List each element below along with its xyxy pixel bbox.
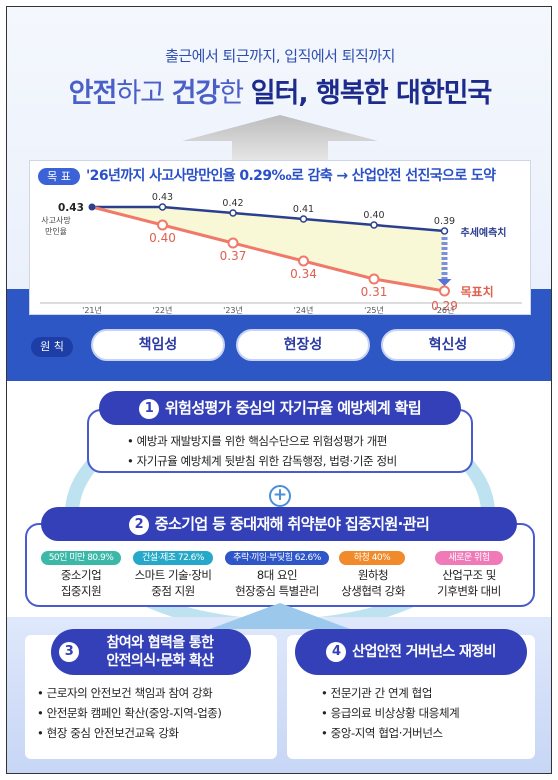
section2-item-line: 집중지원 <box>60 584 102 598</box>
section1-header: 1 위험성평가 중심의 자기규율 예방체계 확립 <box>99 391 461 425</box>
section3-bullets: 근로자의 안전보건 책임과 참여 강화 안전문화 캠페인 확산(중앙-지역-업종… <box>37 683 222 743</box>
down-arrow-icon <box>437 279 452 286</box>
x-tick-label: '22년 <box>153 305 173 315</box>
section1-bullet: 자기규율 예방체계 뒷받침 위한 감독행정, 법령·기준 정비 <box>127 451 398 471</box>
target-point <box>439 285 450 297</box>
target-point <box>227 237 239 249</box>
target-value-label: 0.31 <box>361 285 388 299</box>
x-tick-label: '21년 <box>82 305 102 315</box>
section2-item-line: 기후변화 대비 <box>437 584 501 598</box>
section2-number: 2 <box>128 515 149 535</box>
x-tick-label: '24년 <box>294 305 314 315</box>
section2-tag: 새로운 위험 <box>435 551 503 565</box>
section3-bullet: 현장 중심 안전보건교육 강화 <box>37 723 222 743</box>
chart-panel: 목 표 '26년까지 사고사망만인율 0.29‰로 감축 → 산업안전 선진국으… <box>29 160 531 315</box>
section4-bullet: 중앙-지역 협업·거버넌스 <box>321 723 459 743</box>
section2-tag: 건설·제조 72.6% <box>133 551 213 565</box>
section4-bullets: 전문기관 간 연계 협업 응급의료 비상상황 대응체계 중앙-지역 협업·거버넌… <box>321 683 460 743</box>
target-value-label: 0.29 <box>431 299 458 313</box>
goal-badge: 목 표 <box>38 168 80 185</box>
upward-arrow-icon <box>182 115 378 161</box>
section1-number: 1 <box>138 399 159 419</box>
main-title: 안전하고 건강한 일터, 행복한 대한민국 <box>7 71 551 110</box>
principle-innovation: 혁신성 <box>381 329 515 361</box>
section3-bullet: 안전문화 캠페인 확산(중앙-지역-업종) <box>37 703 222 723</box>
section2-item-line: 현장중심 특별관리 <box>235 584 319 598</box>
section4-bullet: 응급의료 비상상황 대응체계 <box>321 703 460 723</box>
series-name-trend: 추세예측치 <box>461 226 507 239</box>
infographic-frame: 출근에서 퇴근까지, 입직에서 퇴직까지 안전하고 건강한 일터, 행복한 대한… <box>6 6 552 774</box>
title-part-3: 건강 <box>171 78 221 109</box>
x-tick-label: '25년 <box>364 305 384 315</box>
series-name-target: 목표치 <box>461 284 494 299</box>
target-point <box>157 219 168 231</box>
trend-point <box>370 221 378 229</box>
section3-title-line: 안전의식·문화 확산 <box>106 653 214 669</box>
target-point <box>368 273 380 285</box>
section3-bullet: 근로자의 안전보건 책임과 참여 강화 <box>37 683 222 703</box>
plus-icon: + <box>269 485 291 507</box>
y-axis-label: 만인율 <box>45 226 67 236</box>
target-point <box>298 255 309 267</box>
section2-item-line: 산업구조 및 <box>442 568 496 582</box>
trend-point <box>440 227 449 235</box>
section1-title: 위험성평가 중심의 자기규율 예방체계 확립 <box>164 399 422 417</box>
trend-point <box>158 203 167 211</box>
principle-responsibility: 책임성 <box>91 329 225 361</box>
title-part-5: 일터, 행복한 대한민국 <box>250 78 493 109</box>
subtitle: 출근에서 퇴근까지, 입직에서 퇴직까지 <box>165 47 395 65</box>
trend-value-label: 0.40 <box>363 210 384 221</box>
section2-title: 중소기업 등 중대재해 취약분야 집중지원·관리 <box>154 515 430 533</box>
target-value-label: 0.34 <box>290 267 317 281</box>
target-value-label: 0.40 <box>149 231 176 245</box>
trend-line <box>92 205 445 233</box>
section4-header: 4 산업안전 거버넌스 재정비 <box>295 629 527 675</box>
section2-item-line: 원하청 <box>357 568 389 582</box>
section2-item-line: 상생협력 강화 <box>341 584 405 598</box>
trend-value-label: 0.41 <box>293 204 314 215</box>
x-tick-label: '26년 <box>435 305 455 315</box>
section3-title-line: 참여와 협력을 통한 <box>106 635 214 651</box>
section3-number: 3 <box>59 642 79 662</box>
title-part-2: 하고 <box>116 78 172 109</box>
principle-badge: 원 칙 <box>31 337 73 357</box>
section2-tag: 추락·끼임·부딪힘 62.6% <box>225 551 329 565</box>
section2-item-line: 스마트 기술·장비 <box>134 568 212 582</box>
section4-number: 4 <box>326 642 347 662</box>
section3-header: 3 참여와 협력을 통한 안전의식·문화 확산 <box>51 629 251 675</box>
start-point <box>88 203 96 211</box>
trend-point <box>229 209 237 217</box>
line-chart: 0.43 0.42 0.41 0.40 0.39 0.40 0.37 0.34 0.31 0.29… <box>40 192 522 315</box>
y-axis-label: 사고사망 <box>41 215 71 225</box>
section4-bullet: 전문기관 간 연계 협업 <box>321 683 459 703</box>
target-line <box>91 205 445 293</box>
trend-value-label: 0.39 <box>434 216 455 227</box>
title-part-1: 안전 <box>68 78 118 109</box>
section1-bullet: 예방과 재발방지를 위한 핵심수단으로 위험성평가 개편 <box>127 431 397 451</box>
section2-item-line: 8대 요인 <box>256 568 298 582</box>
goal-text: '26년까지 사고사망만인율 0.29‰로 감축 → 산업안전 선진국으로 도약 <box>86 168 496 184</box>
section2-item-line: 중소기업 <box>60 568 102 582</box>
principle-field: 현장성 <box>236 329 370 361</box>
section2-tag: 하청 40% <box>339 551 405 565</box>
title-part-4: 한 <box>219 78 251 109</box>
trend-value-label: 0.42 <box>222 198 243 209</box>
trend-value-label: 0.43 <box>152 192 173 203</box>
section2-header: 2 중소기업 등 중대재해 취약분야 집중지원·관리 <box>41 507 517 541</box>
section2-item-line: 중점 지원 <box>151 584 195 598</box>
section1-bullets: 예방과 재발방지를 위한 핵심수단으로 위험성평가 개편 자기규율 예방체계 뒷… <box>127 431 398 471</box>
section4-title: 산업안전 거버넌스 재정비 <box>352 644 496 660</box>
target-value-label: 0.37 <box>220 249 247 263</box>
x-tick-label: '23년 <box>223 305 243 315</box>
section2-tag: 50인 미만 80.9% <box>41 551 121 565</box>
trend-point <box>299 215 308 223</box>
start-value-label: 0.43 <box>58 202 84 214</box>
upward-arrow-icon <box>210 603 350 629</box>
